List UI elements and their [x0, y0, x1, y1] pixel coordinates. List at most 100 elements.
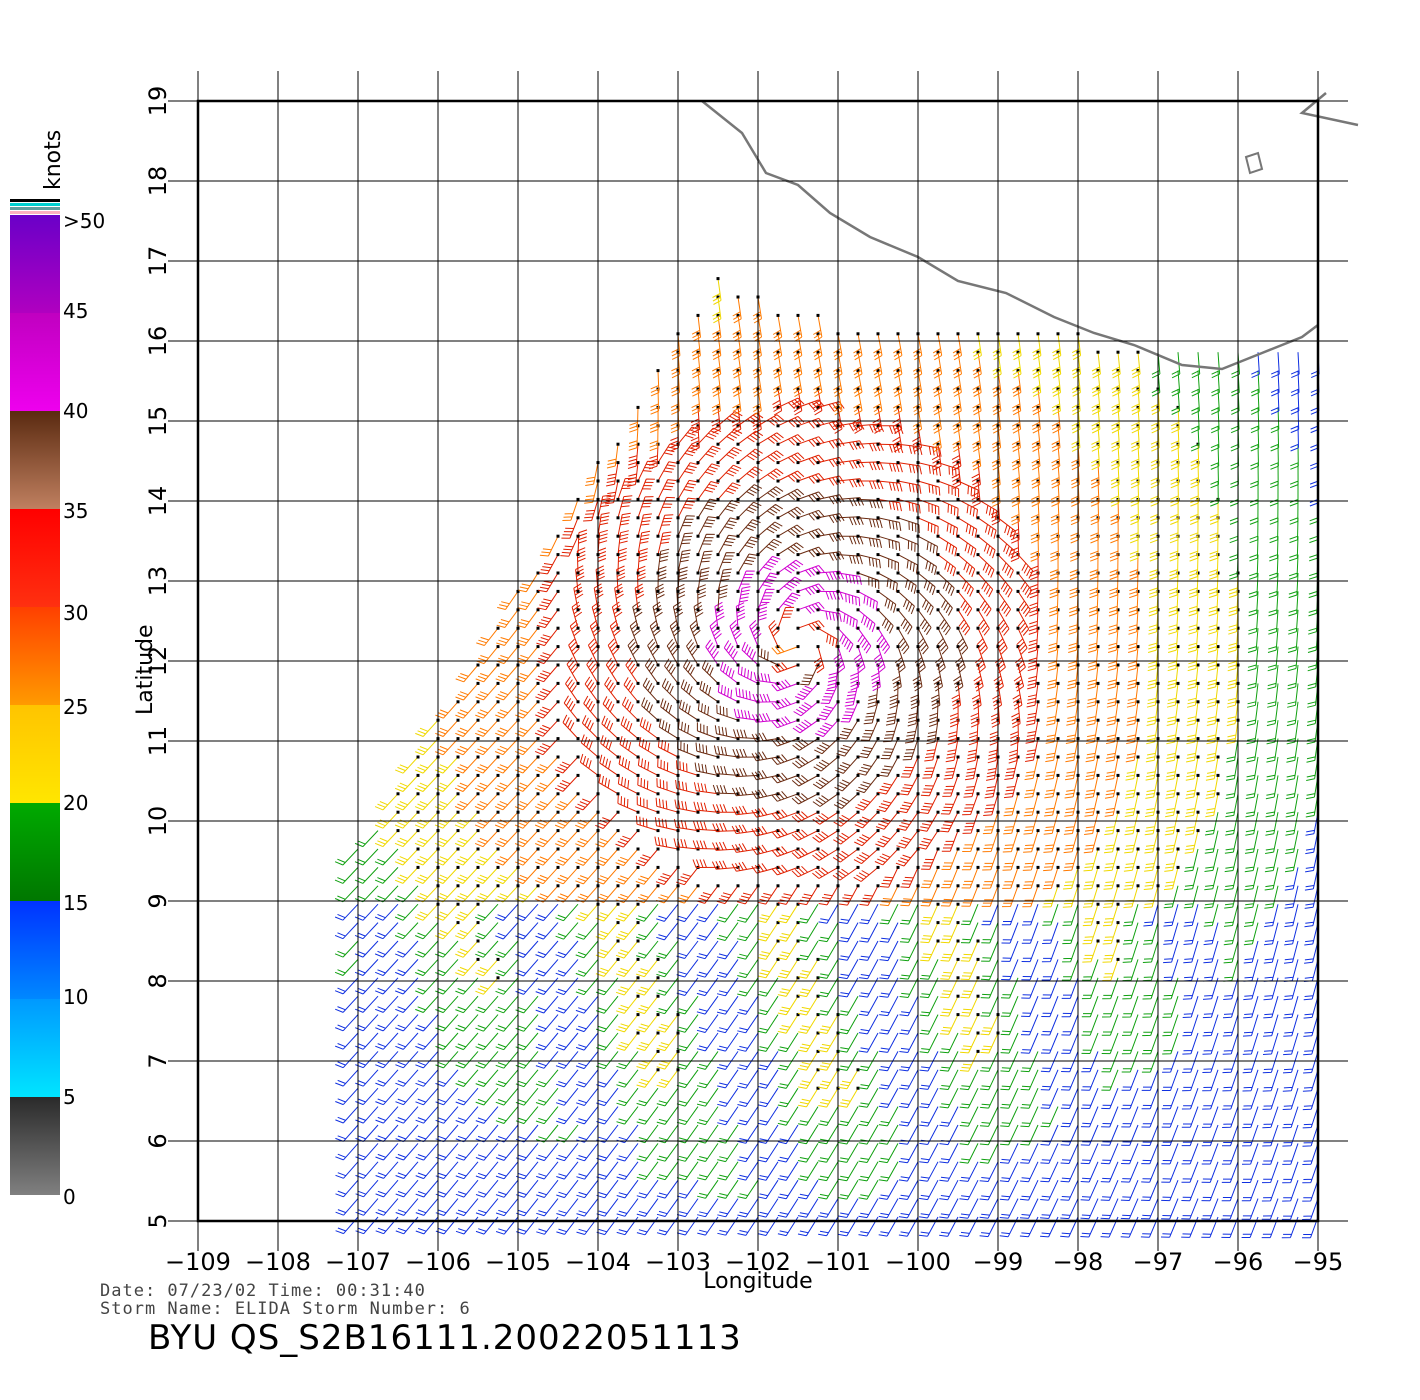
wind-barb — [455, 1051, 479, 1069]
wind-barb — [1026, 683, 1039, 708]
barb-station-dot — [716, 313, 720, 317]
barb-station-dot — [816, 442, 820, 446]
barb-station-dot — [636, 534, 640, 538]
wind-barb — [601, 715, 619, 739]
wind-barb — [595, 977, 619, 996]
wind-barb — [1042, 885, 1059, 908]
wind-barb — [569, 620, 581, 647]
wind-barb — [355, 1161, 379, 1179]
wind-barb — [1183, 922, 1199, 945]
wind-barb — [355, 995, 379, 1013]
barb-station-dot — [736, 516, 740, 520]
wind-barb — [1167, 646, 1179, 672]
wind-barb — [455, 1216, 479, 1235]
wind-barb — [535, 1124, 559, 1143]
wind-barb — [576, 1198, 599, 1217]
wind-barb — [1082, 959, 1099, 981]
wind-barb — [837, 497, 865, 507]
barb-station-dot — [776, 350, 780, 354]
barb-station-dot — [876, 350, 880, 354]
barb-station-dot — [976, 332, 980, 336]
wind-barb — [697, 1216, 719, 1236]
wind-barb — [563, 695, 579, 721]
wind-barb — [1282, 1180, 1299, 1202]
wind-barb — [656, 1161, 679, 1181]
wind-barb — [818, 1198, 839, 1218]
wind-barb — [1064, 756, 1079, 781]
wind-barb — [1147, 664, 1159, 690]
wind-barb — [798, 995, 819, 1016]
wind-barb — [711, 860, 739, 870]
wind-barb — [757, 503, 783, 519]
wind-barb — [777, 922, 799, 942]
wind-barb — [434, 756, 459, 774]
wind-barb — [660, 698, 679, 721]
wind-barb — [717, 1051, 739, 1070]
wind-barb — [853, 646, 866, 674]
wind-barb — [997, 554, 1014, 579]
barb-station-dot — [736, 461, 740, 465]
wind-barb — [737, 903, 759, 923]
wind-barb — [854, 811, 879, 829]
wind-barb — [657, 461, 678, 482]
wind-barb — [1101, 1032, 1119, 1055]
barb-station-dot — [896, 773, 900, 777]
wind-barb — [676, 959, 699, 978]
barb-station-dot — [896, 442, 900, 446]
wind-barb — [623, 677, 639, 703]
barb-station-dot — [856, 387, 860, 391]
wind-barb — [1063, 848, 1079, 872]
wind-barb — [1147, 628, 1159, 653]
wind-barb — [1161, 1180, 1179, 1202]
wind-barb — [991, 480, 1001, 508]
wind-barb — [434, 867, 459, 884]
wind-barb — [777, 995, 799, 1016]
barb-station-dot — [456, 792, 460, 796]
barb-station-dot — [576, 829, 580, 833]
wind-barb — [1185, 756, 1199, 781]
barb-station-dot — [876, 645, 880, 649]
wind-barb — [772, 370, 783, 398]
y-tick-label: 19 — [144, 86, 172, 117]
barb-station-dot — [1036, 884, 1040, 888]
wind-barb — [1188, 572, 1199, 599]
wind-barb — [354, 922, 379, 940]
wind-barb — [515, 1179, 539, 1198]
barb-station-dot — [1016, 755, 1020, 759]
wind-barb — [874, 848, 899, 866]
wind-barb — [939, 1198, 959, 1219]
barb-station-dot — [1036, 792, 1040, 796]
wind-barb — [535, 830, 559, 848]
wind-barb — [1281, 1198, 1299, 1220]
wind-barb — [676, 995, 699, 1015]
barb-station-dot — [496, 773, 500, 777]
wind-barb — [535, 701, 559, 719]
wind-barb — [517, 591, 539, 611]
wind-barb — [696, 940, 719, 960]
wind-barb — [697, 567, 710, 592]
barb-station-dot — [696, 589, 700, 593]
wind-barb — [661, 678, 679, 703]
wind-barb — [616, 1216, 639, 1236]
barb-station-dot — [716, 792, 720, 796]
wind-barb — [1148, 609, 1159, 635]
wind-barb — [1266, 720, 1279, 745]
wind-barb — [1022, 867, 1039, 890]
barb-station-dot — [956, 994, 960, 998]
wind-barb — [964, 756, 979, 781]
wind-barb — [374, 793, 399, 811]
barb-station-dot — [776, 700, 780, 704]
wind-barb — [636, 1032, 659, 1051]
wind-barb — [455, 995, 479, 1014]
wind-barb — [1041, 1014, 1059, 1036]
wind-barb — [863, 701, 879, 725]
wind-barb — [858, 480, 884, 490]
wind-barb — [1126, 701, 1139, 726]
barb-station-dot — [456, 773, 460, 777]
wind-barb — [1145, 775, 1159, 799]
wind-barb — [696, 722, 719, 740]
barb-station-dot — [736, 369, 740, 373]
wind-barb — [1141, 1032, 1159, 1055]
wind-barb — [1202, 1032, 1219, 1055]
barb-station-dot — [896, 332, 900, 336]
